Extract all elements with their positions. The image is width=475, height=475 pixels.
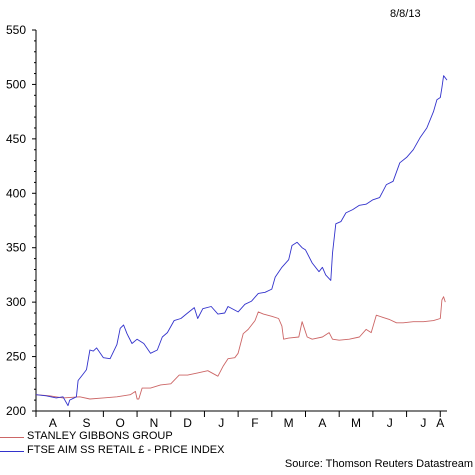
- y-axis: 200 250 300 350 400 450 500 550: [6, 23, 37, 418]
- x-tick-label: A: [318, 416, 326, 430]
- legend-swatch-stanley-gibbons: [0, 437, 24, 438]
- y-tick-label: 200: [6, 404, 26, 418]
- x-tick-label: N: [150, 416, 159, 430]
- chart-date: 8/8/13: [390, 8, 421, 20]
- y-tick-label: 550: [6, 23, 26, 37]
- y-tick-label: 400: [6, 186, 26, 200]
- x-tick-label: A: [436, 416, 444, 430]
- x-tick-label: M: [284, 416, 294, 430]
- x-tick-label: J: [387, 416, 393, 430]
- legend-label-stanley-gibbons: STANLEY GIBBONS GROUP: [27, 430, 173, 442]
- x-tick-label: F: [251, 416, 258, 430]
- x-tick-label: J: [218, 416, 224, 430]
- legend-swatch-ftse-aim: [0, 451, 24, 452]
- x-tick-label: A: [49, 416, 57, 430]
- legend-label-ftse-aim: FTSE AIM SS RETAIL £ - PRICE INDEX: [27, 444, 225, 456]
- y-tick-label: 450: [6, 132, 26, 146]
- series-line-ftse-aim: [35, 75, 448, 407]
- x-tick-label: S: [83, 416, 91, 430]
- x-tick-label: D: [183, 416, 192, 430]
- y-tick-label: 300: [6, 295, 26, 309]
- series-line-stanley-gibbons: [35, 296, 446, 400]
- source-note: Source: Thomson Reuters Datastream: [284, 458, 473, 470]
- y-tick-label: 250: [6, 350, 26, 364]
- y-tick-label: 500: [6, 77, 26, 91]
- y-tick-label: 350: [6, 241, 26, 255]
- series-lines: [35, 75, 448, 407]
- x-tick-label: O: [116, 416, 125, 430]
- x-tick-label: J: [420, 416, 426, 430]
- x-tick-label: M: [351, 416, 361, 430]
